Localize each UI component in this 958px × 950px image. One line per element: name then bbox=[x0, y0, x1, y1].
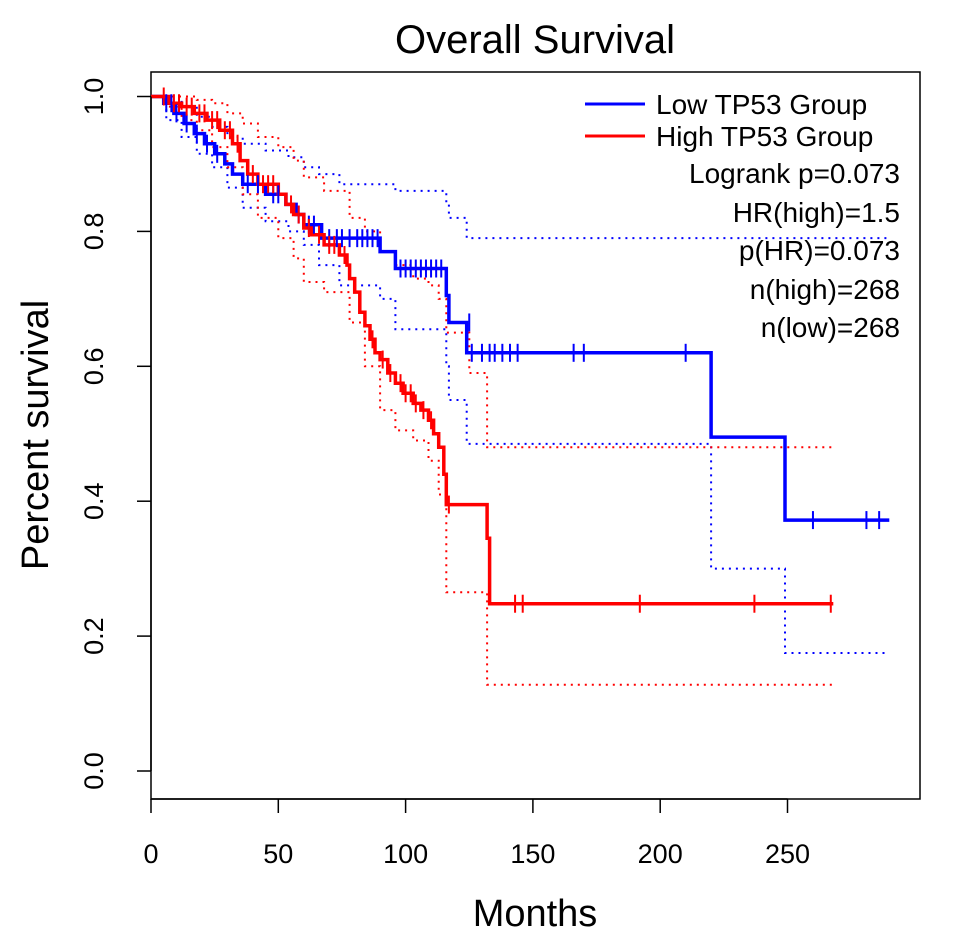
legend-label-low: Low TP53 Group bbox=[656, 89, 867, 120]
x-tick-label: 250 bbox=[765, 839, 810, 869]
confidence-intervals bbox=[151, 95, 890, 686]
chart-title: Overall Survival bbox=[395, 18, 675, 62]
y-tick-label: 1.0 bbox=[79, 78, 109, 116]
x-axis-label: Months bbox=[473, 893, 598, 935]
x-tick-label: 200 bbox=[638, 839, 683, 869]
ci-lower-low bbox=[151, 95, 890, 654]
y-tick-label: 0.8 bbox=[79, 213, 109, 251]
x-tick-label: 50 bbox=[263, 839, 293, 869]
x-tick-label: 0 bbox=[143, 839, 158, 869]
ci-upper-low bbox=[151, 95, 890, 240]
survival-curve-high bbox=[151, 94, 834, 606]
y-tick-label: 0.0 bbox=[79, 752, 109, 790]
hr-p-value: p(HR)=0.073 bbox=[739, 235, 900, 266]
legend: Low TP53 Group High TP53 Group Logrank p… bbox=[585, 89, 900, 343]
n-high: n(high)=268 bbox=[750, 274, 900, 305]
x-tick-label: 100 bbox=[383, 839, 428, 869]
censor-marks bbox=[162, 87, 881, 613]
y-tick-label: 0.2 bbox=[79, 617, 109, 655]
ci-lower-high bbox=[151, 95, 834, 686]
legend-label-high: High TP53 Group bbox=[656, 121, 873, 152]
logrank-p-value: Logrank p=0.073 bbox=[689, 158, 900, 189]
y-axis-label: Percent survival bbox=[15, 300, 57, 570]
survival-curves bbox=[151, 94, 890, 606]
n-low: n(low)=268 bbox=[761, 312, 900, 343]
y-tick-label: 0.4 bbox=[79, 482, 109, 520]
y-tick-label: 0.6 bbox=[79, 348, 109, 386]
hazard-ratio: HR(high)=1.5 bbox=[733, 197, 900, 228]
axes: 0 50 100 150 200 250 0.0 0.2 0.4 0.6 0.8 1.0 bbox=[79, 78, 810, 869]
ci-upper-high bbox=[151, 95, 834, 449]
x-tick-label: 150 bbox=[510, 839, 555, 869]
